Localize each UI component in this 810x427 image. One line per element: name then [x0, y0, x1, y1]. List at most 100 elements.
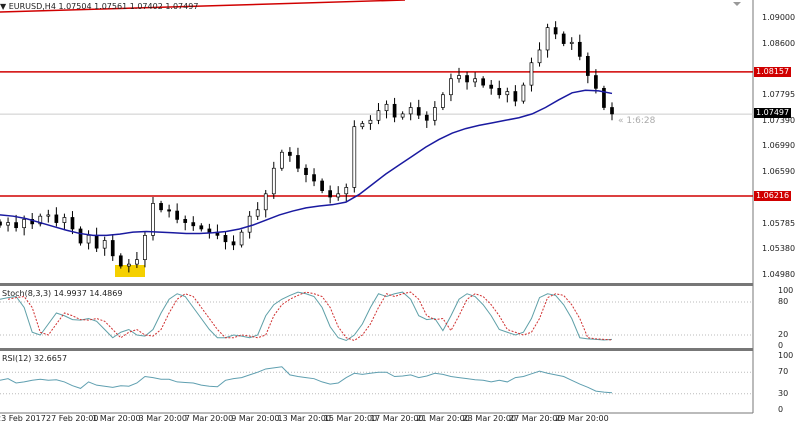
candle-body	[279, 151, 284, 169]
candle-body	[610, 107, 614, 115]
candle-body	[247, 215, 252, 233]
rsi-tick: 100	[778, 351, 794, 360]
time-tick: 17 Mar 20:00	[370, 414, 424, 423]
candle-body	[304, 167, 308, 175]
price-tick: 1.07390	[762, 115, 796, 125]
panel-separator	[0, 283, 753, 286]
time-tick: 13 Mar 20:00	[277, 414, 331, 423]
menu-triangle-icon[interactable]: ▼	[0, 2, 7, 11]
candle-body	[22, 219, 27, 229]
candle-body	[561, 33, 566, 44]
candle-body	[473, 78, 477, 83]
time-tick: 15 Mar 20:00	[323, 414, 378, 423]
candle-body	[143, 235, 147, 261]
stoch-label: Stoch(8,3,3) 14.9937 14.4869	[2, 289, 123, 298]
level-price-tag: 1.08157	[754, 66, 792, 77]
candle-body	[384, 103, 389, 112]
candle-body	[416, 107, 421, 116]
candle-body	[352, 126, 357, 188]
candle-body	[255, 209, 260, 217]
candle-body	[207, 228, 212, 233]
candle-body	[545, 27, 550, 51]
rsi-label: RSI(12) 32.6657	[2, 354, 68, 363]
candle-body	[577, 41, 582, 57]
scroll-triangle-icon	[733, 2, 741, 6]
candle-body	[54, 214, 59, 223]
symbol-info: EURUSD,H4 1.07504 1.07561 1.07402 1.0749…	[8, 2, 199, 11]
price-tick: 1.06990	[762, 141, 796, 151]
time-tick: 23 Mar 20:00	[462, 414, 517, 423]
candle-body	[223, 235, 228, 243]
candle-body	[489, 84, 494, 89]
candle-body	[481, 78, 486, 86]
candle-body	[110, 240, 115, 257]
candle-body	[497, 87, 502, 96]
price-tick: 1.04980	[762, 269, 796, 279]
candle-body	[513, 91, 518, 102]
candle-body	[602, 87, 606, 108]
candle-body	[441, 94, 445, 108]
candle-body	[78, 228, 83, 244]
candle-body	[191, 222, 196, 227]
candle-body	[296, 155, 300, 169]
candle-body	[344, 187, 349, 195]
price-tick: 1.08600	[762, 38, 796, 48]
price-tick: 1.07795	[762, 90, 796, 100]
candle-body	[199, 225, 204, 230]
candle-body	[376, 110, 381, 121]
rsi-tick: 0	[778, 405, 784, 414]
candle-body	[368, 119, 373, 124]
candle-body	[594, 75, 598, 89]
stoch-tick: 100	[778, 286, 794, 295]
candle-body	[312, 174, 316, 182]
candle-body	[175, 210, 180, 220]
stoch-tick: 0	[778, 341, 784, 350]
time-tick: 27 Feb 20:00	[46, 414, 99, 423]
bar-countdown: « 1:6:28	[618, 116, 656, 126]
candle-body	[553, 27, 558, 35]
candle-body	[14, 222, 18, 229]
candle-body	[231, 241, 236, 246]
candle-body	[135, 259, 139, 265]
stoch-tick: 80	[778, 297, 789, 306]
price-tick: 1.06590	[762, 167, 796, 177]
candle-body	[505, 91, 510, 96]
panel-separator	[0, 348, 753, 351]
rsi-line	[0, 366, 613, 394]
time-tick: 23 Feb 2017	[0, 414, 46, 423]
candle-body	[167, 209, 171, 212]
candle-body	[360, 123, 365, 128]
candle-body	[118, 255, 123, 267]
candle-body	[392, 103, 397, 118]
candle-body	[239, 231, 244, 246]
candle-body	[424, 114, 429, 121]
candle-body	[159, 203, 163, 211]
candle-body	[94, 235, 99, 249]
candle-body	[449, 78, 453, 96]
time-tick: 27 Mar 20:00	[509, 414, 563, 423]
candle-body	[62, 217, 67, 223]
candle-body	[569, 41, 574, 44]
candle-body	[585, 56, 590, 76]
candle-body	[288, 151, 292, 156]
candle-body	[0, 221, 2, 226]
candle-body	[102, 240, 107, 249]
candle-body	[328, 190, 333, 198]
candle-body	[457, 75, 461, 80]
candle-body	[465, 75, 469, 83]
candle-body	[70, 217, 75, 230]
candle-body	[336, 193, 341, 198]
candle-body	[263, 193, 268, 211]
price-tick: 1.05380	[762, 244, 796, 254]
rsi-tick: 70	[778, 367, 789, 377]
candle-body	[432, 107, 437, 121]
candle-body	[38, 215, 43, 225]
candle-body	[320, 180, 324, 191]
time-tick: 7 Mar 20:00	[184, 414, 234, 423]
time-tick: 1 Mar 20:00	[92, 414, 141, 423]
time-tick: 21 Mar 20:00	[416, 414, 470, 423]
candle-body	[529, 62, 534, 86]
price-tick: 1.05785	[762, 218, 796, 228]
candle-body	[6, 222, 10, 226]
